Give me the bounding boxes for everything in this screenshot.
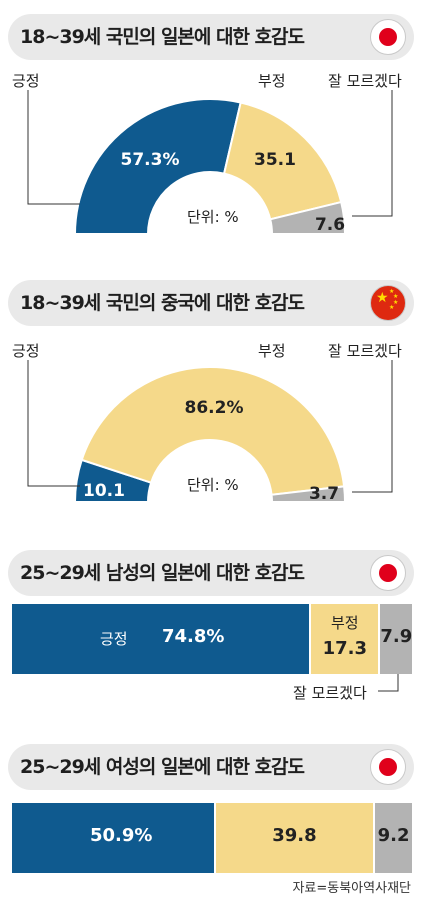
japan-flag-icon xyxy=(370,749,406,785)
section-title: 25~29세 여성의 일본에 대한 호감도 xyxy=(20,756,305,778)
value-label-unknown: 7.9 xyxy=(380,626,413,647)
section-title: 18~39세 국민의 중국에 대한 호감도 xyxy=(20,292,305,314)
bar-segment-negative: 39.8 xyxy=(215,803,374,873)
section-header-china-18-39: 18~39세 국민의 중국에 대한 호감도 ★ ★ ★ ★ ★ xyxy=(8,280,414,326)
donut-slice-unknown xyxy=(270,485,347,503)
leader-line-positive xyxy=(27,360,80,487)
donut-slice-negative xyxy=(222,101,343,221)
donut-chart-china-18-39: 10.1 86.2% 3.7 xyxy=(27,360,393,504)
section-header-japan-18-39: 18~39세 국민의 일본에 대한 호감도 xyxy=(8,14,414,60)
leader-line-positive xyxy=(27,90,80,205)
bar-label-negative: 부정 xyxy=(330,614,359,632)
bar-label-unknown: 잘 모르겠다 xyxy=(293,684,367,702)
value-label-unknown: 3.7 xyxy=(309,484,339,504)
legend-label-positive: 긍정 xyxy=(12,72,40,90)
bar-segment-unknown: 9.2 xyxy=(375,803,412,873)
legend-label-negative: 부정 xyxy=(258,72,286,90)
donut-slice-positive xyxy=(73,98,242,235)
unit-label: 단위: % xyxy=(187,208,239,226)
section-header-women-25-29: 25~29세 여성의 일본에 대한 호감도 xyxy=(8,744,414,790)
value-label-negative: 17.3 xyxy=(322,638,367,659)
donut-slice-unknown xyxy=(269,200,347,235)
value-label-positive: 57.3% xyxy=(121,150,180,170)
value-label-positive: 50.9% xyxy=(90,825,153,846)
value-label-positive: 74.8% xyxy=(162,626,225,647)
stacked-bar-women-25-29: 50.9% 39.8 9.2 xyxy=(12,803,412,873)
legend-label-unknown: 잘 모르겠다 xyxy=(328,72,402,90)
bar-segment-positive: 긍정 74.8% xyxy=(12,604,310,674)
bar-segment-positive: 50.9% xyxy=(12,803,214,873)
value-label-negative: 35.1 xyxy=(254,150,296,170)
value-label-unknown: 7.6 xyxy=(315,215,345,235)
bar-label-positive: 긍정 xyxy=(100,630,128,648)
source-note: 자료=동북아역사재단 xyxy=(292,881,411,896)
legend-label-positive: 긍정 xyxy=(12,342,40,360)
legend-label-unknown: 잘 모르겠다 xyxy=(328,342,402,360)
stacked-bar-men-25-29: 긍정 74.8% 부정 17.3 7.9 xyxy=(12,604,412,674)
bar-segment-unknown: 7.9 xyxy=(380,604,412,674)
donut-slice-negative xyxy=(80,366,346,496)
china-flag-icon: ★ ★ ★ ★ ★ xyxy=(370,285,406,321)
value-label-positive: 10.1 xyxy=(83,481,125,501)
value-label-unknown: 9.2 xyxy=(377,825,410,846)
donut-chart-japan-18-39: 57.3% 35.1 7.6 xyxy=(27,90,393,235)
japan-flag-icon xyxy=(370,555,406,591)
japan-flag-icon xyxy=(370,19,406,55)
section-header-men-25-29: 25~29세 남성의 일본에 대한 호감도 xyxy=(8,550,414,596)
value-label-negative: 86.2% xyxy=(185,398,244,418)
section-title: 25~29세 남성의 일본에 대한 호감도 xyxy=(20,562,305,584)
leader-line-unknown xyxy=(378,674,399,692)
unit-label: 단위: % xyxy=(187,476,239,494)
section-title: 18~39세 국민의 일본에 대한 호감도 xyxy=(20,26,305,48)
legend-label-negative: 부정 xyxy=(258,342,286,360)
leader-line-unknown xyxy=(352,360,393,493)
leader-line-unknown xyxy=(352,90,393,217)
value-label-negative: 39.8 xyxy=(272,825,317,846)
bar-segment-negative: 부정 17.3 xyxy=(311,604,379,674)
